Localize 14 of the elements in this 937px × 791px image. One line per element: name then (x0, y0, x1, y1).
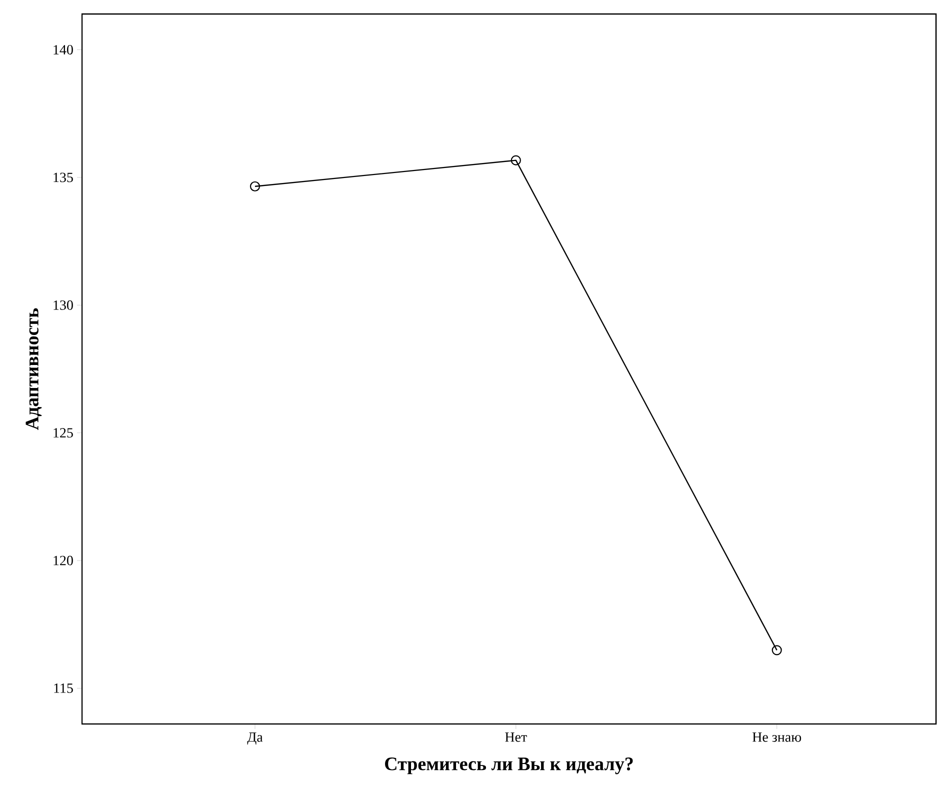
y-tick-label: 115 (54, 684, 73, 693)
y-tick-label: 125 (54, 428, 73, 438)
y-tick-label: 130 (54, 300, 73, 310)
y-tick-label: 140 (54, 45, 73, 54)
x-tick-label: Нет (505, 732, 527, 742)
y-tick-label: 135 (54, 172, 73, 182)
x-tick-label: Да (247, 732, 263, 745)
point (250, 181, 260, 192)
x-axis-title: Стремитесь ли Вы к идеалу? (385, 758, 633, 774)
x-tick-label: Не знаю (752, 732, 802, 742)
y-tick-label: 120 (54, 556, 73, 566)
y-axis-title: Адаптивность (26, 308, 42, 430)
point (510, 155, 521, 166)
point (772, 645, 782, 656)
